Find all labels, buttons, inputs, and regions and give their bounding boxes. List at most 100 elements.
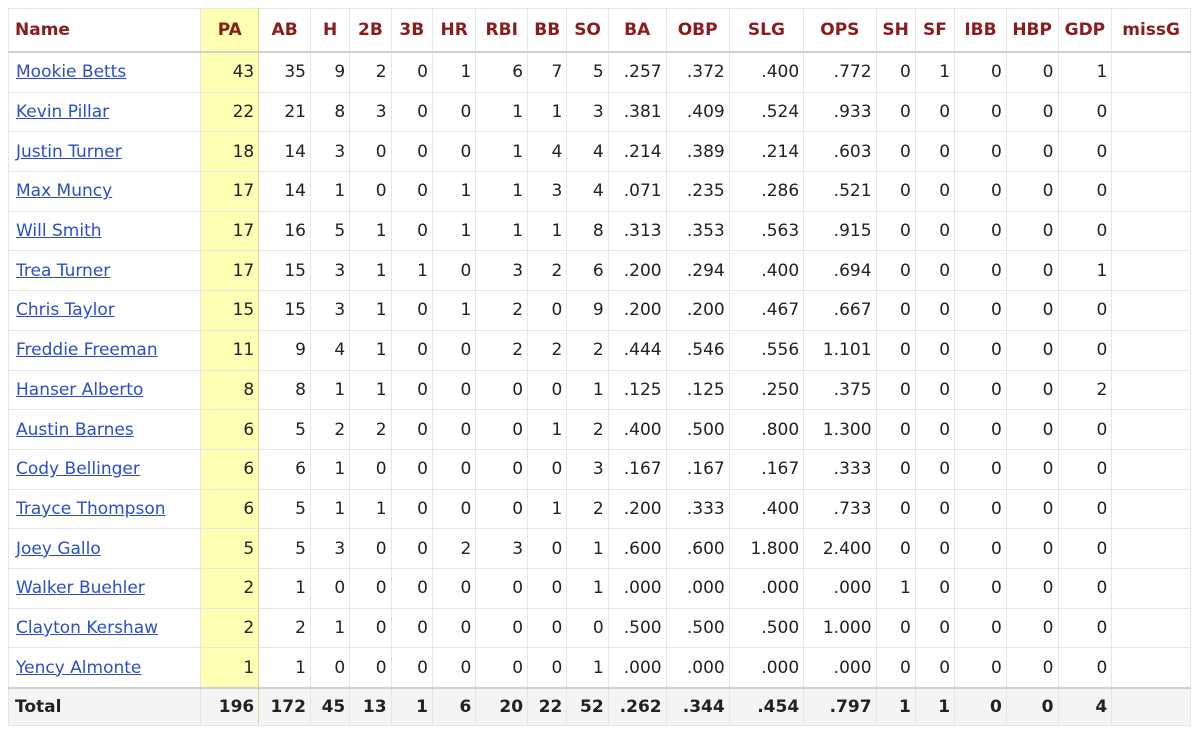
stat-cell-3b: 0	[390, 409, 433, 450]
player-link[interactable]: Trea Turner	[16, 260, 111, 281]
stats-table-container: Name PA AB H 2B 3B HR RBI BB SO BA OBP SLG OPS SH SF IBB…	[7, 8, 1191, 726]
total-row: Total 196 172 45 13 1 6 20 22 52.262.344.454.797 1…	[7, 687, 1191, 726]
stat-cell-sf: 0	[914, 409, 956, 450]
column-header-ab[interactable]: AB	[258, 8, 311, 53]
stat-cell-ibb: 0	[954, 91, 1007, 133]
stat-cell-hr: 0	[431, 607, 477, 649]
stat-cell-sf: 0	[914, 607, 956, 649]
column-header-rbi[interactable]: RBI	[475, 8, 529, 53]
stat-cell-obp: .546	[665, 329, 730, 371]
column-header-gdp[interactable]: GDP	[1057, 8, 1113, 53]
stat-cell-3b: 1	[390, 250, 433, 292]
player-link[interactable]: Will Smith	[16, 221, 102, 242]
stat-cell-so: 2	[566, 409, 609, 450]
stat-cell-slg: .400	[728, 488, 805, 530]
total-cell-ibb: 0	[954, 687, 1007, 726]
column-header-obp[interactable]: OBP	[665, 8, 730, 53]
player-name-cell: Chris Taylor	[7, 290, 202, 331]
stat-cell-rbi: 3	[475, 250, 529, 292]
stat-cell-pa: 6	[200, 409, 260, 450]
player-link[interactable]: Justin Turner	[16, 141, 122, 162]
stat-cell-obp: .167	[665, 448, 730, 490]
stat-cell-bb: 2	[527, 250, 568, 292]
column-header-hr[interactable]: HR	[431, 8, 477, 53]
player-link[interactable]: Yency Almonte	[16, 657, 142, 678]
player-link[interactable]: Kevin Pillar	[16, 102, 110, 123]
table-row: Chris Taylor 15 15 3 1 0 1 2 0 9.200.200.467.667 0…	[7, 290, 1191, 331]
column-header-pa[interactable]: PA	[200, 8, 260, 53]
stat-cell-so: 5	[566, 51, 609, 93]
stat-cell-3b: 0	[390, 131, 433, 173]
stat-cell-2b: 1	[349, 250, 392, 292]
column-header-ops[interactable]: OPS	[803, 8, 877, 53]
stat-cell-ab: 15	[258, 290, 311, 331]
column-header-sf[interactable]: SF	[914, 8, 956, 53]
stat-cell-gdp: 0	[1057, 448, 1113, 490]
column-header-bb[interactable]: BB	[527, 8, 568, 53]
column-header-ibb[interactable]: IBB	[954, 8, 1007, 53]
player-name-cell: Walker Buehler	[7, 567, 202, 609]
stat-cell-rbi: 1	[475, 210, 529, 252]
player-link[interactable]: Hanser Alberto	[16, 379, 144, 400]
stat-cell-3b: 0	[390, 567, 433, 609]
column-header-h[interactable]: H	[309, 8, 351, 53]
stat-cell-slg: .167	[728, 448, 805, 490]
stat-cell-ba: .600	[607, 528, 667, 569]
stat-cell-hbp: 0	[1005, 607, 1059, 649]
stat-cell-h: 3	[309, 250, 351, 292]
stat-cell-obp: .600	[665, 528, 730, 569]
stat-cell-ab: 6	[258, 448, 311, 490]
stat-cell-bb: 1	[527, 210, 568, 252]
stat-cell-hbp: 0	[1005, 369, 1059, 411]
stat-cell-so: 6	[566, 250, 609, 292]
player-link[interactable]: Max Muncy	[16, 181, 113, 202]
stat-cell-pa: 17	[200, 210, 260, 252]
stat-cell-obp: .000	[665, 647, 730, 689]
stat-cell-so: 1	[566, 369, 609, 411]
stat-cell-gdp: 0	[1057, 647, 1113, 689]
column-header-3b[interactable]: 3B	[390, 8, 433, 53]
player-link[interactable]: Mookie Betts	[16, 62, 127, 83]
stat-cell-slg: .400	[728, 51, 805, 93]
column-header-missg[interactable]: missG	[1111, 8, 1191, 53]
column-header-2b[interactable]: 2B	[349, 8, 392, 53]
stat-cell-sf: 0	[914, 91, 956, 133]
stat-cell-sh: 0	[875, 171, 916, 212]
stat-cell-h: 8	[309, 91, 351, 133]
table-row: Kevin Pillar 22 21 8 3 0 0 1 1 3.381.409.524.933 0…	[7, 91, 1191, 133]
column-header-ba[interactable]: BA	[607, 8, 667, 53]
stat-cell-ops: .933	[803, 91, 877, 133]
stat-cell-missg	[1111, 171, 1191, 212]
stat-cell-sf: 0	[914, 250, 956, 292]
player-link[interactable]: Freddie Freeman	[16, 340, 158, 361]
stat-cell-ba: .381	[607, 91, 667, 133]
stat-cell-rbi: 1	[475, 171, 529, 212]
stat-cell-hr: 0	[431, 567, 477, 609]
player-link[interactable]: Walker Buehler	[16, 578, 145, 599]
player-link[interactable]: Trayce Thompson	[16, 498, 166, 519]
player-link[interactable]: Austin Barnes	[16, 419, 134, 440]
player-link[interactable]: Clayton Kershaw	[16, 617, 159, 638]
stat-cell-so: 4	[566, 171, 609, 212]
stat-cell-rbi: 1	[475, 91, 529, 133]
stat-cell-3b: 0	[390, 171, 433, 212]
stat-cell-slg: .524	[728, 91, 805, 133]
player-link[interactable]: Joey Gallo	[16, 538, 101, 559]
column-header-slg[interactable]: SLG	[728, 8, 805, 53]
player-link[interactable]: Cody Bellinger	[16, 459, 140, 480]
stat-cell-h: 3	[309, 131, 351, 173]
column-header-sh[interactable]: SH	[875, 8, 916, 53]
total-cell-h: 45	[309, 687, 351, 726]
column-header-so[interactable]: SO	[566, 8, 609, 53]
column-header-hbp[interactable]: HBP	[1005, 8, 1059, 53]
stat-cell-3b: 0	[390, 290, 433, 331]
stat-cell-rbi: 2	[475, 329, 529, 371]
column-header-name[interactable]: Name	[7, 8, 202, 53]
stat-cell-gdp: 0	[1057, 488, 1113, 530]
stat-cell-sf: 0	[914, 290, 956, 331]
player-name-cell: Kevin Pillar	[7, 91, 202, 133]
player-link[interactable]: Chris Taylor	[16, 300, 115, 321]
stat-cell-ba: .313	[607, 210, 667, 252]
stat-cell-2b: 1	[349, 369, 392, 411]
stat-cell-ops: .000	[803, 647, 877, 689]
